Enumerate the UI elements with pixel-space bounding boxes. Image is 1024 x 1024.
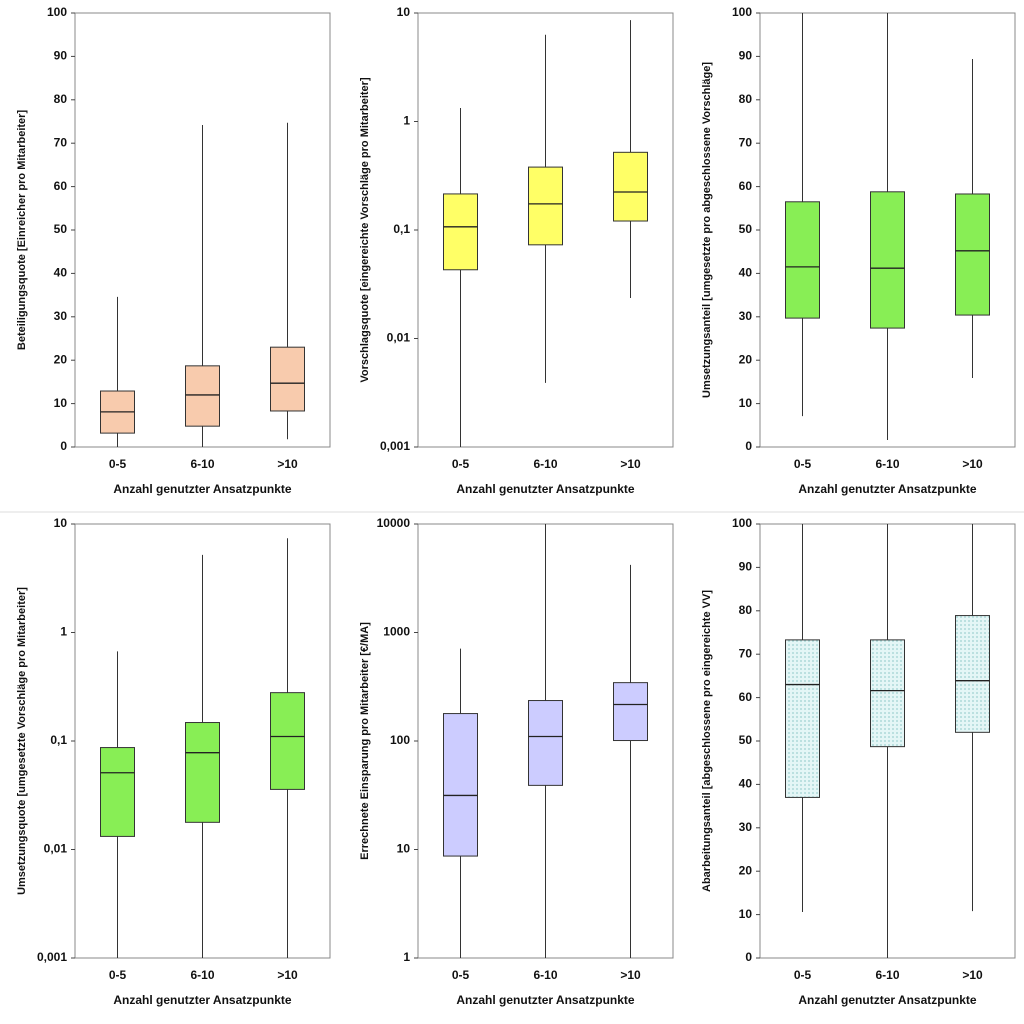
y-tick-label: 90 [739, 49, 753, 63]
x-tick-label: 6-10 [190, 968, 214, 982]
y-tick-label: 10 [397, 842, 411, 856]
y-tick-label: 80 [54, 92, 68, 106]
x-tick-label: 6-10 [875, 968, 899, 982]
y-tick-label: 0 [745, 950, 752, 964]
x-tick-label: 0-5 [452, 968, 470, 982]
x-tick-label: 6-10 [190, 457, 214, 471]
y-tick-label: 90 [54, 49, 68, 63]
y-tick-label: 50 [54, 222, 68, 236]
x-tick-label: 6-10 [875, 457, 899, 471]
y-tick-label: 60 [54, 179, 68, 193]
y-tick-label: 10 [739, 907, 753, 921]
box [955, 615, 990, 733]
box [785, 639, 820, 798]
x-axis-label: Anzahl genutzter Ansatzpunkte [456, 993, 635, 1007]
x-tick-label: >10 [962, 968, 983, 982]
y-axis-label: Umsetzungsquote [umgesetzte Vorschläge p… [16, 587, 28, 895]
y-tick-label: 30 [739, 820, 753, 834]
x-axis-label: Anzahl genutzter Ansatzpunkte [113, 482, 292, 496]
y-axis-label: Errechnete Einsparung pro Mitarbeiter [€… [359, 622, 371, 860]
y-tick-label: 70 [54, 135, 68, 149]
box [443, 193, 478, 271]
y-axis-label: Abarbeitungsanteil [abgeschlossene pro e… [701, 590, 713, 892]
y-axis-label: Vorschlagsquote [eingereichte Vorschläge… [359, 77, 371, 383]
x-tick-label: >10 [620, 968, 641, 982]
y-tick-label: 0,01 [44, 842, 68, 856]
y-tick-label: 30 [739, 309, 753, 323]
y-tick-label: 100 [47, 5, 67, 19]
box [185, 722, 220, 823]
y-tick-label: 10 [54, 396, 68, 410]
y-tick-label: 10 [54, 516, 68, 530]
y-tick-label: 0,01 [387, 331, 411, 345]
y-tick-label: 0 [745, 439, 752, 453]
y-tick-label: 100 [732, 5, 752, 19]
y-tick-label: 40 [54, 266, 68, 280]
y-axis-label: Beteiligungsquote [Einreicher pro Mitarb… [16, 110, 28, 351]
x-tick-label: 0-5 [452, 457, 470, 471]
y-tick-label: 1000 [383, 625, 410, 639]
y-tick-label: 0,1 [50, 733, 67, 747]
y-tick-label: 1 [60, 625, 67, 639]
y-tick-label: 20 [739, 863, 753, 877]
x-axis-label: Anzahl genutzter Ansatzpunkte [798, 993, 977, 1007]
y-tick-label: 30 [54, 309, 68, 323]
box [613, 151, 648, 222]
box [528, 166, 563, 246]
y-tick-label: 70 [739, 135, 753, 149]
x-tick-label: 0-5 [794, 457, 812, 471]
box [528, 700, 563, 786]
x-tick-label: >10 [277, 968, 298, 982]
y-tick-label: 1 [403, 950, 410, 964]
y-tick-label: 10 [739, 396, 753, 410]
y-tick-label: 10000 [377, 516, 411, 530]
x-tick-label: 0-5 [109, 457, 127, 471]
x-tick-label: 0-5 [109, 968, 127, 982]
box [613, 682, 648, 742]
y-tick-label: 10 [397, 5, 411, 19]
x-axis-label: Anzahl genutzter Ansatzpunkte [113, 993, 292, 1007]
box [100, 747, 135, 837]
y-tick-label: 20 [54, 352, 68, 366]
x-axis-label: Anzahl genutzter Ansatzpunkte [798, 482, 977, 496]
x-tick-label: 0-5 [794, 968, 812, 982]
y-tick-label: 80 [739, 92, 753, 106]
box [870, 639, 905, 748]
y-tick-label: 100 [732, 516, 752, 530]
y-tick-label: 90 [739, 560, 753, 574]
y-tick-label: 0,001 [37, 950, 67, 964]
box [270, 692, 305, 790]
y-tick-label: 0 [60, 439, 67, 453]
box [870, 191, 905, 329]
y-tick-label: 60 [739, 690, 753, 704]
x-tick-label: >10 [277, 457, 298, 471]
y-tick-label: 0,001 [380, 439, 410, 453]
y-tick-label: 80 [739, 603, 753, 617]
x-tick-label: 6-10 [533, 968, 557, 982]
x-tick-label: >10 [962, 457, 983, 471]
box [270, 346, 305, 412]
y-tick-label: 50 [739, 733, 753, 747]
y-tick-label: 50 [739, 222, 753, 236]
y-tick-label: 70 [739, 646, 753, 660]
box [185, 365, 220, 427]
box [955, 193, 990, 316]
y-axis-label: Umsetzungsanteil [umgesetzte pro abgesch… [701, 62, 713, 398]
x-tick-label: >10 [620, 457, 641, 471]
y-tick-label: 40 [739, 777, 753, 791]
x-tick-label: 6-10 [533, 457, 557, 471]
y-tick-label: 40 [739, 266, 753, 280]
y-tick-label: 1 [403, 114, 410, 128]
y-tick-label: 60 [739, 179, 753, 193]
y-tick-label: 20 [739, 352, 753, 366]
y-tick-label: 100 [390, 733, 410, 747]
box [785, 201, 820, 319]
y-tick-label: 0,1 [393, 222, 410, 236]
box [443, 713, 478, 857]
x-axis-label: Anzahl genutzter Ansatzpunkte [456, 482, 635, 496]
